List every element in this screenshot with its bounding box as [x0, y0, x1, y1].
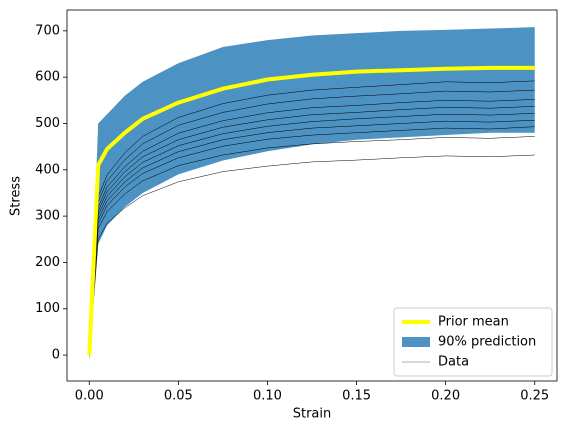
y-tick-label: 300 — [35, 209, 60, 224]
y-tick-label: 600 — [35, 70, 60, 85]
data-line — [89, 119, 535, 356]
plot-area — [87, 27, 535, 363]
prediction-band — [89, 27, 535, 363]
legend-label: Prior mean — [438, 315, 509, 330]
x-tick-label: 0.00 — [75, 389, 104, 404]
x-tick-label: 0.05 — [164, 389, 193, 404]
y-axis-label: Stress — [9, 176, 24, 216]
data-line — [89, 89, 535, 356]
data-line — [89, 99, 535, 356]
x-tick-label: 0.10 — [253, 389, 282, 404]
y-tick-label: 100 — [35, 301, 60, 316]
data-line — [89, 106, 535, 356]
data-line — [89, 113, 535, 356]
mean-line — [87, 65, 535, 356]
legend-box — [393, 307, 553, 377]
y-tick-label: 400 — [35, 162, 60, 177]
legend-label: Data — [438, 355, 469, 370]
y-tick-label: 500 — [35, 116, 60, 131]
x-axis-label: Strain — [293, 407, 332, 422]
y-tick-label: 0 — [52, 348, 60, 363]
data-line — [89, 126, 535, 356]
x-tick-label: 0.25 — [520, 389, 549, 404]
data-line — [89, 80, 535, 356]
axes-frame — [66, 9, 558, 382]
legend-swatch — [402, 337, 430, 347]
data-line — [89, 136, 535, 356]
x-tick-label: 0.15 — [342, 389, 371, 404]
x-tick-label: 0.20 — [431, 389, 460, 404]
data-line — [89, 154, 535, 356]
legend-label: 90% prediction — [438, 335, 536, 350]
legend: Prior mean 90% prediction Data — [393, 307, 553, 377]
y-tick-label: 700 — [35, 23, 60, 38]
y-tick-label: 200 — [35, 255, 60, 270]
